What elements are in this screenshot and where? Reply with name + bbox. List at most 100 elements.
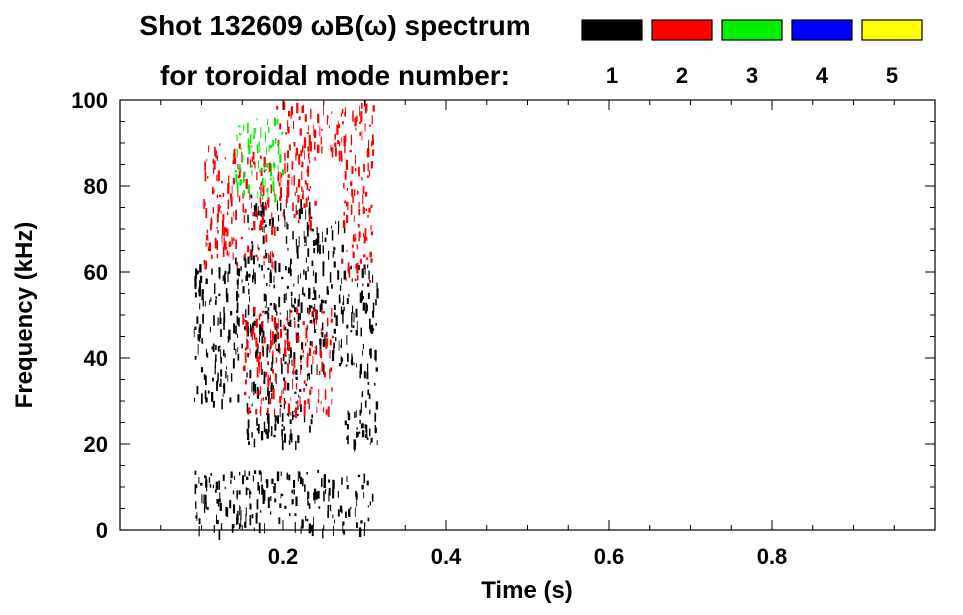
spectrum-speck bbox=[224, 270, 227, 274]
y-tick-label: 40 bbox=[84, 346, 108, 371]
spectrum-speck bbox=[294, 513, 297, 517]
spectrum-speck bbox=[305, 327, 308, 339]
spectrum-speck bbox=[223, 312, 226, 324]
spectrum-speck bbox=[342, 521, 345, 526]
spectrum-speck bbox=[238, 143, 241, 149]
spectrum-speck bbox=[274, 194, 277, 203]
spectrum-speck bbox=[244, 347, 247, 351]
spectrum-speck bbox=[246, 403, 249, 410]
spectrum-speck bbox=[341, 309, 344, 315]
spectrum-speck bbox=[271, 478, 274, 484]
x-tick-label: 0.6 bbox=[594, 544, 625, 569]
spectrum-speck bbox=[218, 480, 220, 490]
spectrum-speck bbox=[293, 317, 296, 320]
spectrum-speck bbox=[346, 476, 348, 482]
spectrum-speck bbox=[258, 141, 260, 146]
spectrum-speck bbox=[338, 150, 341, 162]
spectrum-speck bbox=[250, 250, 253, 261]
spectrum-speck bbox=[223, 322, 225, 330]
spectrum-speck bbox=[325, 338, 327, 346]
spectrum-speck bbox=[206, 243, 208, 246]
spectrum-speck bbox=[233, 237, 235, 241]
spectrum-speck bbox=[195, 284, 197, 288]
spectrum-speck bbox=[272, 181, 275, 192]
spectrum-speck bbox=[304, 236, 306, 243]
legend: 1 2 3 4 5 bbox=[581, 19, 923, 88]
spectrum-speck bbox=[320, 303, 322, 308]
spectrum-speck bbox=[357, 223, 360, 228]
spectrum-speck bbox=[236, 134, 238, 142]
spectrum-speck bbox=[329, 272, 332, 283]
spectrum-speck bbox=[205, 397, 208, 403]
spectrum-speck bbox=[304, 244, 306, 247]
spectrum-speck bbox=[268, 145, 270, 152]
spectrum-speck bbox=[298, 154, 301, 165]
spectrum-speck bbox=[363, 232, 364, 238]
spectrum-speck bbox=[343, 529, 346, 535]
spectrum-speck bbox=[277, 415, 279, 424]
spectrum-speck bbox=[289, 308, 291, 319]
spectrum-speck bbox=[286, 285, 289, 289]
spectrum-speck bbox=[249, 347, 251, 356]
spectrum-speck bbox=[316, 364, 318, 375]
spectrum-speck bbox=[316, 407, 318, 413]
spectrum-speck bbox=[239, 471, 241, 476]
spectrum-speck bbox=[372, 134, 374, 146]
spectrum-speck bbox=[299, 396, 301, 407]
spectrum-speck bbox=[232, 490, 235, 495]
spectrum-speck bbox=[228, 241, 231, 248]
spectrum-speck bbox=[241, 343, 243, 349]
spectrum-speck bbox=[280, 493, 282, 499]
spectrum-speck bbox=[297, 219, 300, 224]
spectrum-speck bbox=[376, 282, 378, 289]
spectrum-speck bbox=[271, 212, 273, 221]
spectrum-speck bbox=[340, 154, 343, 162]
spectrum-speck bbox=[262, 194, 264, 200]
spectrum-speck bbox=[321, 146, 323, 154]
spectrum-speck bbox=[247, 122, 249, 134]
spectrum-speck bbox=[281, 169, 284, 176]
spectrum-speck bbox=[301, 161, 304, 168]
spectrum-speck bbox=[327, 510, 329, 518]
spectrum-speck bbox=[369, 409, 371, 415]
spectrum-speck bbox=[280, 173, 283, 178]
spectrum-speck bbox=[289, 419, 292, 424]
spectrum-speck bbox=[257, 244, 259, 249]
spectrum-speck bbox=[330, 504, 332, 512]
spectrum-speck bbox=[285, 293, 287, 301]
spectrum-speck bbox=[323, 474, 326, 482]
spectrum-speck bbox=[322, 261, 325, 267]
spectrum-speck bbox=[264, 178, 266, 187]
spectrum-speck bbox=[283, 209, 285, 215]
spectrum-speck bbox=[359, 292, 363, 303]
spectrum-speck bbox=[267, 187, 269, 198]
spectrum-speck bbox=[273, 284, 276, 289]
spectrum-speck bbox=[221, 219, 225, 228]
legend-swatch-2 bbox=[651, 19, 713, 41]
spectrum-speck bbox=[331, 111, 333, 114]
spectrum-speck bbox=[370, 204, 373, 208]
spectrum-speck bbox=[222, 193, 225, 198]
spectrum-speck bbox=[239, 195, 241, 203]
spectrum-speck bbox=[268, 126, 270, 133]
spectrum-speck bbox=[341, 278, 342, 285]
spectrum-speck bbox=[320, 348, 322, 355]
spectrum-speck bbox=[248, 273, 251, 278]
spectrum-speck bbox=[315, 309, 317, 320]
spectrum-speck bbox=[299, 471, 301, 479]
spectrum-speck bbox=[370, 437, 373, 443]
spectrum-speck bbox=[367, 382, 370, 385]
spectrum-speck bbox=[309, 186, 312, 189]
spectrum-speck bbox=[234, 170, 238, 173]
spectrum-speck bbox=[245, 309, 247, 318]
spectrum-speck bbox=[365, 103, 368, 112]
spectrum-speck bbox=[288, 354, 290, 363]
spectrum-speck bbox=[346, 324, 349, 329]
spectrum-speck bbox=[217, 230, 219, 234]
spectrum-speck bbox=[323, 491, 325, 502]
spectrum-speck bbox=[287, 224, 289, 230]
spectrum-speck bbox=[253, 390, 255, 396]
spectrum-speck bbox=[355, 233, 357, 239]
spectrum-speck bbox=[317, 490, 320, 499]
spectrum-speck bbox=[250, 330, 252, 337]
